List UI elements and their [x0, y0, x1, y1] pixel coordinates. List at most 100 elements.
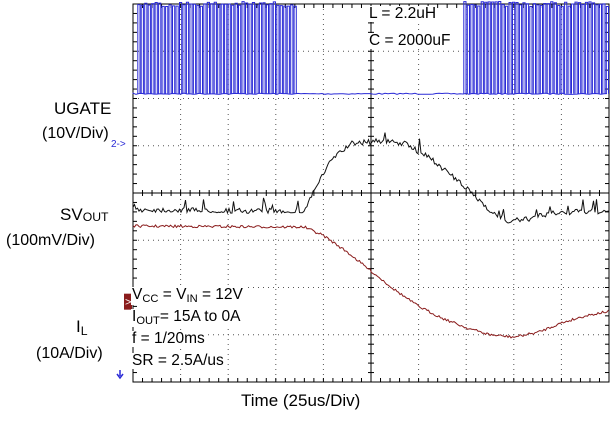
ugate-pulse — [588, 1, 592, 94]
ugate-channel-label: UGATE — [54, 99, 112, 118]
iout-subscript: OUT — [136, 314, 160, 327]
ugate-baseline — [132, 92, 608, 95]
ugate-pulse — [477, 5, 481, 94]
iout-prefix: I — [132, 308, 137, 325]
ugate-scale-label: (10V/Div) — [42, 125, 109, 142]
ugate-pulse — [491, 1, 495, 94]
ugate-pulse — [494, 1, 498, 94]
ugate-pulse — [168, 4, 172, 94]
ugate-pulse — [518, 4, 523, 94]
ugate-pulse — [241, 1, 245, 94]
il-reference-tab — [124, 293, 132, 310]
il-channel-label: IL — [76, 318, 88, 337]
vcc-mid: = V — [158, 286, 187, 303]
ugate-pulse — [147, 4, 151, 94]
ugate-pulse — [550, 1, 554, 94]
ugate-pulse — [525, 3, 530, 94]
ugate-pulse — [480, 1, 484, 94]
ugate-pulse — [515, 2, 519, 94]
ugate-pulse — [192, 3, 197, 94]
ugate-pulse — [512, 1, 516, 94]
il-trace — [132, 224, 609, 339]
ugate-pulse — [199, 5, 203, 94]
il-prefix: I — [76, 317, 81, 336]
ugate-pulse — [151, 3, 155, 94]
svout-subscript: OUT — [82, 209, 109, 224]
ugate-pulse — [505, 5, 509, 94]
ugate-pulse — [463, 1, 467, 94]
ugate-pulse — [578, 2, 582, 94]
ugate-pulse — [532, 3, 536, 94]
frequency-annotation: f = 1/20ms — [131, 330, 206, 347]
ugate-pulse — [185, 1, 190, 94]
ugate-pulse — [213, 1, 217, 94]
ugate-pulse — [203, 3, 207, 94]
ugate-pulse — [546, 3, 550, 94]
ugate-pulse — [543, 3, 547, 94]
iout-tail: = 15A to 0A — [159, 308, 241, 325]
ugate-pulse — [595, 4, 599, 94]
vcc-subscript: CC — [142, 292, 159, 305]
ugate-pulse — [529, 6, 533, 94]
ugate-pulse — [293, 5, 297, 94]
il-scale-label: (10A/Div) — [36, 345, 103, 362]
ugate-pulse — [574, 1, 578, 94]
ugate-pulse — [522, 2, 526, 94]
ugate-pulse — [248, 3, 252, 94]
ugate-pulse — [473, 4, 477, 94]
ugate-pulse — [290, 4, 294, 94]
ugate-pulse — [137, 4, 141, 94]
ugate-pulse — [283, 5, 287, 94]
ugate-reference-marker: 2-> — [111, 139, 126, 150]
ugate-pulse — [196, 4, 200, 94]
ugate-pulse — [179, 2, 183, 94]
slew-rate-annotation: SR = 2.5A/us — [131, 352, 225, 369]
ugate-pulse — [508, 2, 512, 94]
ugate-pulse — [217, 4, 221, 94]
ugate-pulse — [470, 4, 474, 94]
ugate-pulse — [238, 4, 242, 94]
iout-annotation: IOUT= 15A to 0A — [131, 308, 242, 327]
ugate-pulse — [140, 4, 144, 94]
svout-prefix: SV — [60, 205, 83, 224]
vcc-vin-annotation: VCC = VIN = 12V — [131, 287, 244, 305]
scope-markers: > — [116, 293, 132, 380]
ugate-pulse — [564, 1, 568, 94]
ugate-pulse — [539, 4, 543, 94]
ugate-pulse — [265, 4, 269, 94]
ugate-pulse — [269, 3, 273, 94]
ugate-pulse — [279, 5, 283, 94]
ugate-pulse — [258, 2, 263, 94]
ugate-pulse — [581, 4, 585, 94]
inductance-annotation: L = 2.2uH — [368, 5, 438, 22]
ugate-pulse — [487, 1, 491, 94]
ugate-pulse — [466, 4, 470, 94]
vcc-tail: = 12V — [197, 286, 243, 303]
il-reference-marker: > — [125, 297, 131, 309]
ugate-pulse — [262, 2, 266, 94]
ugate-pulse — [227, 3, 231, 94]
ugate-pulse — [251, 2, 256, 94]
ugate-pulse — [206, 1, 210, 94]
ugate-pulse — [255, 4, 259, 94]
svout-scale-label: (100mV/Div) — [6, 232, 95, 249]
ugate-pulse — [182, 4, 186, 94]
ugate-pulse — [144, 2, 148, 94]
x-axis-label: Time (25us/Div) — [241, 391, 361, 410]
ugate-pulse — [210, 3, 214, 94]
svout-trace — [132, 132, 609, 224]
ugate-pulse — [272, 1, 276, 94]
ugate-pulse — [175, 5, 179, 94]
ugate-pulse — [231, 4, 235, 94]
ugate-pulse — [557, 5, 561, 94]
ugate-pulse — [498, 1, 502, 94]
ugate-pulse — [161, 5, 165, 94]
ugate-pulse — [165, 6, 169, 94]
ugate-pulse — [220, 3, 224, 94]
ugate-pulse — [598, 3, 602, 94]
ugate-pulse — [536, 4, 540, 94]
capacitance-annotation: C = 2000uF — [368, 32, 452, 49]
ugate-pulse — [154, 2, 158, 94]
scope-traces — [132, 1, 609, 339]
